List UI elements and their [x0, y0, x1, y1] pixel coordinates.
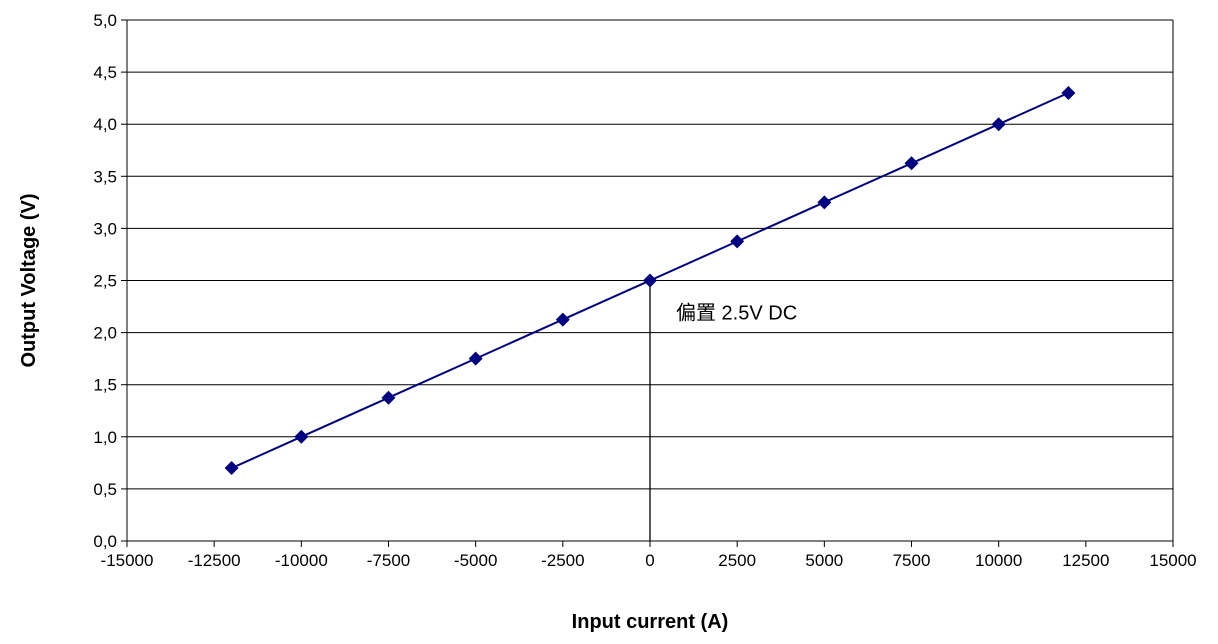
y-tick-label: 1,0 [93, 428, 117, 447]
data-point-diamond [381, 390, 396, 405]
data-point-diamond [224, 461, 239, 476]
y-tick-label: 4,0 [93, 115, 117, 134]
x-tick-label: 12500 [1062, 551, 1109, 570]
x-tick-label: -7500 [367, 551, 410, 570]
data-point-diamond [468, 351, 483, 366]
x-axis-title: Input current (A) [572, 611, 729, 633]
annotation: 偏置 2.5V DC [649, 280, 797, 541]
x-tick-label: -12500 [188, 551, 241, 570]
data-point-diamond [1061, 85, 1076, 100]
x-tick-label: -15000 [101, 551, 154, 570]
y-tick-label: 0,0 [93, 532, 117, 551]
y-tick-label: 2,0 [93, 324, 117, 343]
x-tick-label: 5000 [805, 551, 843, 570]
y-axis-title: Output Voltage (V) [18, 193, 40, 367]
x-tick-label: -10000 [275, 551, 328, 570]
data-point-diamond [817, 195, 832, 210]
data-point-diamond [643, 273, 657, 288]
x-tick-label: -5000 [454, 551, 497, 570]
x-tick-label: 10000 [975, 551, 1022, 570]
y-tick-label: 1,5 [93, 376, 117, 395]
data-point-diamond [904, 156, 919, 171]
x-tick-label: -2500 [541, 551, 584, 570]
x-tick-label: 2500 [718, 551, 756, 570]
data-series [224, 85, 1076, 476]
data-point-diamond [991, 117, 1006, 132]
annotation-label: 偏置 2.5V DC [676, 302, 797, 325]
x-tick-label: 0 [645, 551, 654, 570]
x-tick-label: 15000 [1149, 551, 1196, 570]
y-tick-label: 5,0 [93, 11, 117, 30]
tick-labels: 0,0 0,5 1,0 1,5 2,0 2,5 3,0 3,5 4,0 4,5 5,0 -15000 -… [93, 11, 1196, 570]
x-tick-label: 7500 [893, 551, 931, 570]
y-tick-label: 4,5 [93, 63, 117, 82]
data-point-diamond [555, 312, 570, 327]
y-tick-label: 0,5 [93, 480, 117, 499]
y-tick-label: 3,5 [93, 167, 117, 186]
data-point-diamond [294, 429, 309, 444]
y-tick-label: 3,0 [93, 219, 117, 238]
data-point-diamond [730, 234, 745, 249]
y-tick-label: 2,5 [93, 272, 117, 291]
